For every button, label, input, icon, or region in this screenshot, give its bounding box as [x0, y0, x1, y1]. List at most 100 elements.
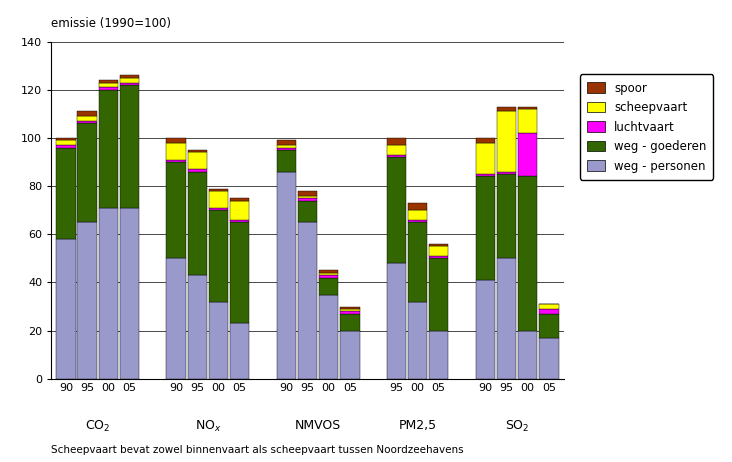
Bar — [408, 210, 427, 220]
Bar — [230, 222, 250, 323]
Bar — [187, 169, 207, 172]
Bar — [497, 174, 516, 258]
Bar — [56, 140, 76, 145]
Bar — [340, 309, 359, 311]
Bar — [120, 85, 139, 208]
Bar — [277, 145, 296, 147]
Bar — [209, 191, 228, 208]
Bar — [230, 201, 250, 220]
Bar — [187, 172, 207, 275]
Bar — [518, 176, 537, 331]
Bar — [476, 176, 495, 280]
Bar — [99, 80, 118, 83]
Bar — [209, 210, 228, 302]
Bar — [386, 155, 406, 157]
Bar — [99, 208, 118, 379]
Bar — [429, 256, 449, 258]
Bar — [386, 157, 406, 263]
Bar — [539, 338, 559, 379]
Bar — [340, 331, 359, 379]
Bar — [429, 246, 449, 256]
Bar — [319, 275, 338, 278]
Bar — [298, 198, 317, 201]
Text: Scheepvaart bevat zowel binnenvaart als scheepvaart tussen Noordzeehavens: Scheepvaart bevat zowel binnenvaart als … — [51, 444, 464, 455]
Bar — [476, 174, 495, 176]
Bar — [277, 140, 296, 145]
Bar — [166, 159, 186, 162]
Bar — [277, 150, 296, 172]
Bar — [166, 138, 186, 143]
Bar — [429, 331, 449, 379]
Bar — [298, 201, 317, 222]
Bar — [166, 258, 186, 379]
Text: PM2,5: PM2,5 — [398, 419, 436, 432]
Bar — [340, 311, 359, 314]
Bar — [518, 107, 537, 109]
Bar — [539, 314, 559, 338]
Bar — [56, 145, 76, 147]
Bar — [497, 111, 516, 172]
Bar — [429, 258, 449, 331]
Bar — [476, 280, 495, 379]
Bar — [230, 198, 250, 201]
Bar — [120, 208, 139, 379]
Bar — [539, 309, 559, 314]
Bar — [518, 109, 537, 133]
Bar — [56, 147, 76, 239]
Bar — [539, 304, 559, 309]
Bar — [476, 138, 495, 143]
Bar — [209, 208, 228, 210]
Bar — [408, 220, 427, 222]
Bar — [187, 275, 207, 379]
Bar — [319, 270, 338, 273]
Bar — [298, 191, 317, 196]
Bar — [230, 323, 250, 379]
Bar — [319, 278, 338, 295]
Bar — [497, 107, 516, 111]
Bar — [56, 138, 76, 140]
Bar — [78, 123, 97, 222]
Bar — [209, 302, 228, 379]
Bar — [298, 222, 317, 379]
Bar — [166, 162, 186, 258]
Bar — [408, 222, 427, 302]
Bar — [120, 75, 139, 78]
Bar — [429, 244, 449, 246]
Text: NO$_x$: NO$_x$ — [195, 419, 221, 434]
Legend: spoor, scheepvaart, luchtvaart, weg - goederen, weg - personen: spoor, scheepvaart, luchtvaart, weg - go… — [580, 74, 714, 180]
Bar — [230, 220, 250, 222]
Bar — [120, 83, 139, 85]
Bar — [340, 307, 359, 309]
Bar — [497, 172, 516, 174]
Bar — [497, 258, 516, 379]
Bar — [78, 116, 97, 121]
Bar — [476, 143, 495, 174]
Bar — [99, 87, 118, 90]
Bar — [518, 133, 537, 176]
Bar — [209, 188, 228, 191]
Bar — [319, 295, 338, 379]
Bar — [386, 138, 406, 145]
Text: CO$_2$: CO$_2$ — [85, 419, 111, 434]
Bar — [99, 90, 118, 208]
Bar — [518, 331, 537, 379]
Bar — [187, 152, 207, 169]
Bar — [408, 302, 427, 379]
Bar — [56, 239, 76, 379]
Bar — [277, 147, 296, 150]
Bar — [386, 145, 406, 155]
Bar — [120, 78, 139, 83]
Bar — [319, 273, 338, 275]
Bar — [78, 111, 97, 116]
Bar — [99, 83, 118, 87]
Text: SO$_2$: SO$_2$ — [505, 419, 529, 434]
Bar — [408, 203, 427, 210]
Bar — [78, 121, 97, 123]
Bar — [340, 314, 359, 331]
Bar — [166, 143, 186, 159]
Bar — [277, 172, 296, 379]
Bar — [298, 196, 317, 198]
Text: emissie (1990=100): emissie (1990=100) — [51, 17, 171, 30]
Bar — [187, 150, 207, 152]
Bar — [78, 222, 97, 379]
